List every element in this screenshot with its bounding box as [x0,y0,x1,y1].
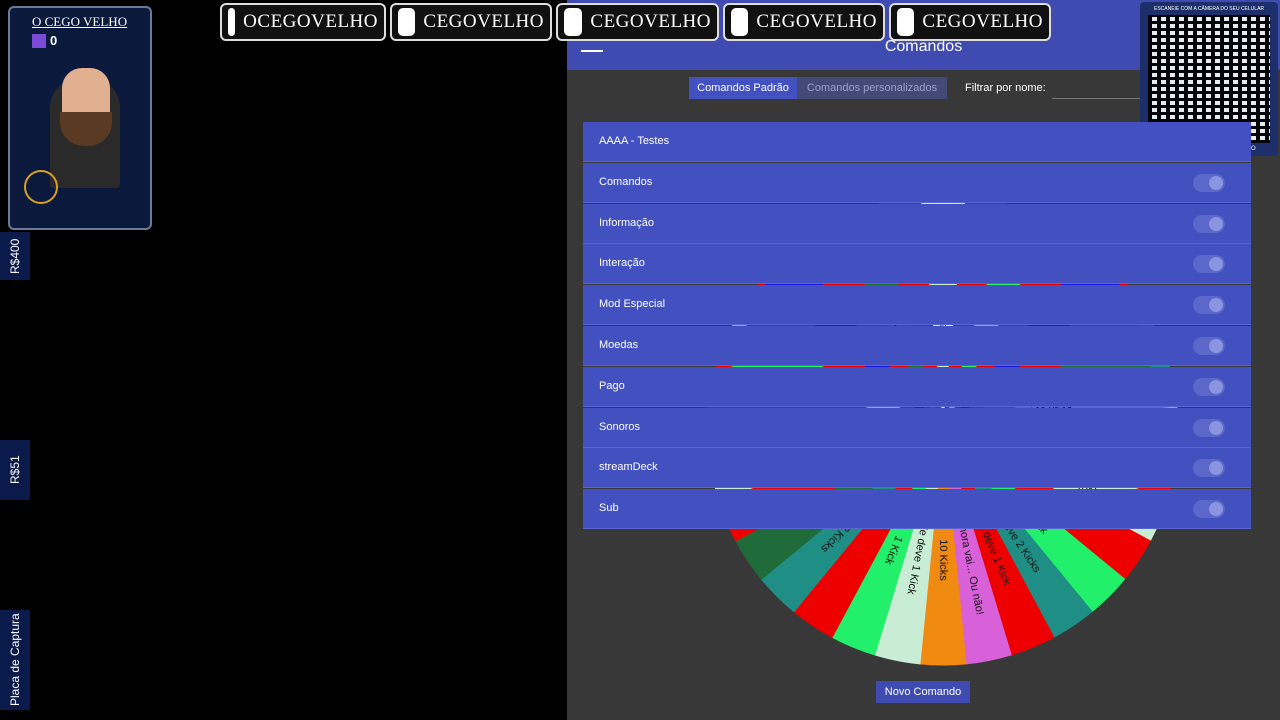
category-row[interactable]: Interação [583,244,1251,285]
toggle[interactable] [1193,296,1225,315]
category-row[interactable]: streamDeck [583,448,1251,489]
filter-input[interactable] [1052,98,1142,99]
category-row[interactable]: Sonoros [583,407,1251,448]
social-badge: CEGOVELHO [556,3,719,41]
tab[interactable]: Comandos personalizados [797,77,947,99]
social-handle: OCEGOVELHO [243,11,378,32]
toggle[interactable] [1193,377,1225,396]
social-icon [897,8,915,36]
category-name: AAAA - Testes [599,135,670,147]
side-label: R$400 [0,232,30,280]
social-icon [731,8,749,36]
category-row[interactable]: Sub [583,489,1251,530]
category-row[interactable]: Comandos [583,162,1251,203]
category-name: Moedas [599,339,639,351]
social-handle: CEGOVELHO [756,11,877,32]
toggle[interactable] [1193,255,1225,274]
category-name: streamDeck [599,461,658,474]
side-label: R$51 [0,440,30,500]
wheel-label: 10 Kicks [937,539,949,581]
toggle[interactable] [1193,173,1225,192]
social-handle: CEGOVELHO [922,11,1043,32]
social-badge: CEGOVELHO [723,3,885,41]
social-icon [564,8,583,36]
category-name: Comandos [599,175,653,188]
category-name: Mod Especial [599,298,666,311]
toggle[interactable] [1193,214,1225,233]
category-row[interactable]: AAAA - Testes [583,122,1251,162]
streamer-name: O CEGO VELHO [32,14,128,29]
category-name: Interação [599,257,645,270]
social-icon [398,8,416,36]
webcam-card: O CEGO VELHO 0 [8,6,152,230]
social-handle: CEGOVELHO [590,11,711,32]
social-badge: CEGOVELHO [889,3,1051,41]
ring [24,170,58,204]
social-icon [228,8,236,36]
category-name: Informação [599,216,655,229]
toggle[interactable] [1193,337,1225,355]
category-row[interactable]: Moedas [583,326,1251,366]
toggle[interactable] [1193,500,1225,519]
toggle[interactable] [1193,459,1225,478]
counter: 0 [50,33,58,48]
filter-label: Filtrar por nome: [965,82,1046,94]
app-title: Comandos [884,38,963,55]
avatar-beard [60,112,112,146]
tab[interactable]: Comandos Padrão [689,77,797,99]
twitch-icon [32,34,46,48]
category-name: Pago [599,379,625,392]
category-row[interactable]: Pago [583,366,1251,407]
category-row[interactable]: Informação [583,203,1251,244]
side-label: Placa de Captura [0,610,30,710]
category-name: Sonoros [599,420,640,433]
social-badge: CEGOVELHO [390,3,552,41]
new-command-button[interactable]: Novo Comando [876,681,970,703]
qr-code [1148,15,1270,143]
category-name: Sub [599,502,619,515]
social-badge: OCEGOVELHO [220,3,386,41]
qr-caption: ESCANEIE COM A CÂMERA DO SEU CELULAR [1153,6,1265,12]
social-handle: CEGOVELHO [423,11,544,32]
toggle[interactable] [1193,418,1225,437]
category-row[interactable]: Mod Especial [583,285,1251,326]
